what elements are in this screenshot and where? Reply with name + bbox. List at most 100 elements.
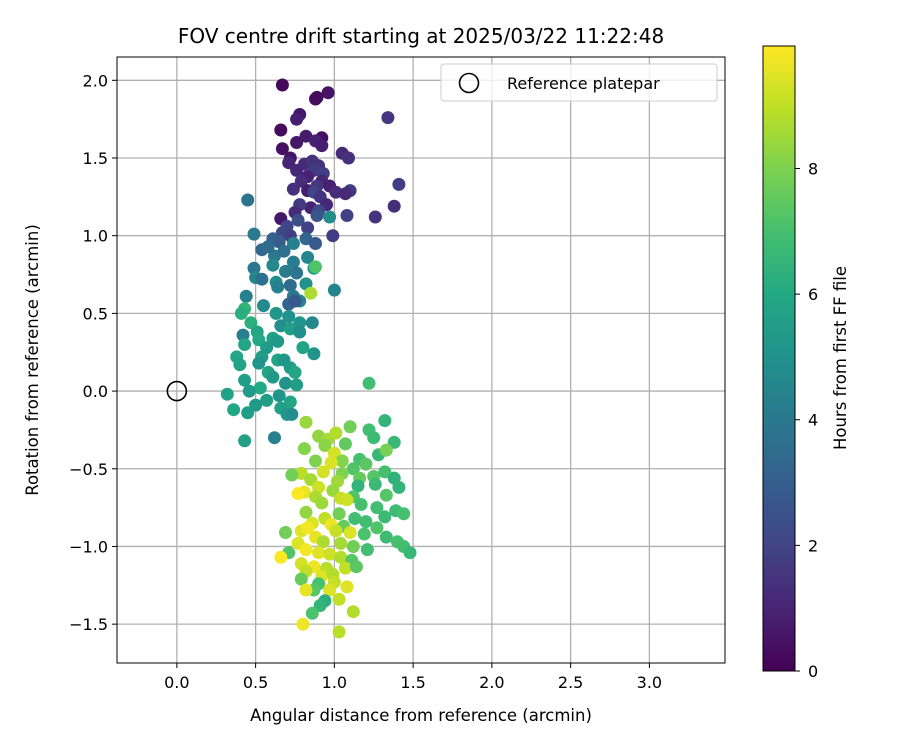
- data-point: [220, 387, 234, 401]
- data-point: [367, 431, 381, 445]
- colorbar-tick-label: 6: [808, 285, 818, 304]
- data-point: [349, 560, 363, 574]
- data-point: [296, 341, 310, 355]
- data-point: [291, 487, 305, 501]
- data-point: [279, 264, 292, 278]
- data-point: [301, 250, 315, 264]
- data-point: [312, 546, 326, 560]
- data-point: [277, 244, 291, 258]
- data-point: [297, 442, 311, 456]
- data-point: [309, 260, 322, 274]
- data-point: [326, 484, 340, 497]
- data-point: [283, 395, 297, 409]
- data-point: [346, 540, 360, 553]
- data-point: [286, 182, 300, 196]
- data-point: [286, 237, 300, 250]
- data-point: [392, 480, 406, 494]
- data-point: [282, 310, 296, 323]
- data-point: [329, 524, 343, 538]
- data-point: [293, 325, 307, 339]
- data-point: [257, 299, 270, 313]
- data-point: [340, 493, 354, 507]
- data-point: [293, 316, 307, 330]
- x-axis-label: Angular distance from reference (arcmin): [250, 706, 592, 725]
- colorbar-tick-label: 2: [808, 536, 818, 555]
- y-axis-label: Rotation from reference (arcmin): [23, 224, 42, 496]
- data-point: [301, 521, 315, 535]
- x-tick-label: 1.5: [400, 673, 425, 692]
- y-tick-label: 1.0: [83, 227, 108, 246]
- legend-label-reference-platepar: Reference platepar: [507, 74, 660, 93]
- data-point: [307, 347, 321, 361]
- data-point: [346, 605, 360, 619]
- data-point: [332, 592, 346, 606]
- data-point: [290, 136, 304, 149]
- data-point: [272, 389, 286, 403]
- data-points: [220, 78, 417, 639]
- y-tick-label: −1.0: [69, 537, 108, 556]
- chart-title: FOV centre drift starting at 2025/03/22 …: [178, 24, 664, 48]
- y-tick-label: −0.5: [69, 460, 108, 479]
- data-point: [296, 617, 310, 631]
- data-point: [310, 209, 324, 222]
- x-tick-label: 1.0: [322, 673, 347, 692]
- colorbar-label: Hours from first FF file: [831, 266, 850, 450]
- data-point: [241, 406, 255, 420]
- data-point: [290, 266, 304, 280]
- data-point: [379, 530, 393, 544]
- colorbar-ticks: 0 2 4 6 8: [795, 159, 818, 681]
- x-tick-label: 0.5: [243, 673, 268, 692]
- y-tick-label: 2.0: [83, 71, 108, 90]
- data-point: [378, 414, 392, 428]
- data-point: [242, 384, 256, 398]
- data-point: [332, 507, 346, 521]
- data-point: [351, 479, 365, 493]
- data-point: [316, 535, 330, 549]
- data-point: [279, 526, 292, 539]
- y-tick-label: 0.0: [83, 382, 108, 401]
- data-point: [266, 370, 280, 384]
- data-point: [379, 488, 393, 502]
- data-point: [392, 177, 406, 191]
- data-point: [294, 174, 308, 188]
- data-point: [378, 510, 392, 524]
- data-point: [348, 512, 362, 525]
- data-point: [403, 546, 417, 560]
- data-point: [238, 338, 252, 351]
- data-point: [279, 376, 292, 390]
- data-point: [285, 468, 299, 482]
- data-point: [299, 543, 313, 557]
- data-point: [305, 316, 319, 330]
- y-tick-label: 1.5: [83, 149, 108, 168]
- data-point: [286, 255, 300, 269]
- data-point: [321, 86, 335, 100]
- data-point: [334, 550, 348, 564]
- y-axis-ticks: −1.5 −1.0 −0.5 0.0 0.5 1.0 1.5 2.0: [69, 71, 117, 634]
- data-point: [315, 496, 329, 510]
- legend-box: [440, 63, 718, 102]
- data-point: [370, 501, 384, 515]
- data-point: [260, 393, 274, 407]
- data-point: [342, 151, 355, 165]
- data-point: [294, 572, 308, 586]
- x-tick-label: 2.0: [479, 673, 504, 692]
- data-point: [359, 457, 373, 471]
- data-point: [338, 187, 352, 201]
- data-point: [340, 209, 354, 222]
- data-point: [381, 111, 395, 125]
- data-point: [343, 420, 357, 434]
- data-point: [323, 210, 337, 224]
- data-point: [340, 580, 354, 594]
- data-point: [274, 550, 288, 564]
- data-point: [354, 498, 368, 511]
- data-point: [238, 373, 252, 387]
- data-point: [304, 286, 318, 300]
- plot-frame: [116, 56, 726, 664]
- data-point: [329, 426, 343, 440]
- data-point: [309, 237, 322, 250]
- colorbar-tick-label: 8: [808, 159, 818, 178]
- data-point: [335, 454, 349, 468]
- data-point: [368, 477, 382, 491]
- x-axis-ticks: 0.0 0.5 1.0 1.5 2.0 2.5 3.0: [164, 663, 662, 692]
